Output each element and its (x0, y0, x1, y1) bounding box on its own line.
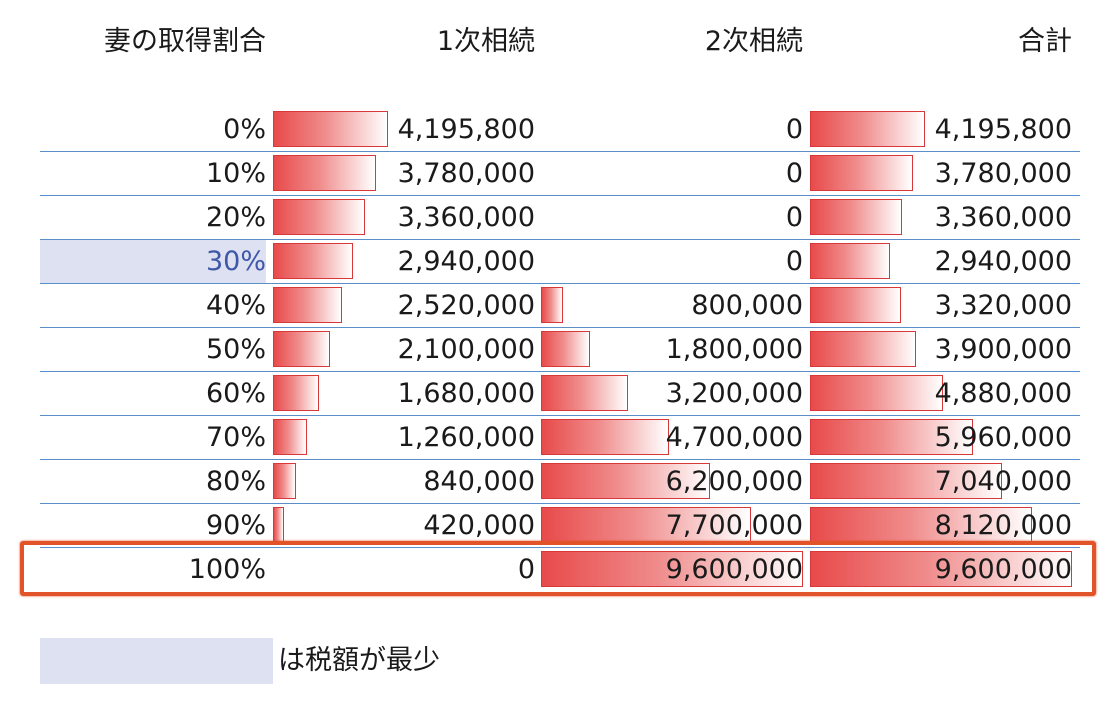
total-value-cell: 4,195,800 (934, 114, 1072, 145)
second-value-cell: 0 (785, 158, 803, 189)
table-row: 100% 0 9,600,000 9,600,000 (40, 548, 1080, 592)
second-value-cell: 3,200,000 (665, 378, 803, 409)
header-first-inheritance: 1次相続 (436, 26, 535, 57)
table-row: 90% 420,000 7,700,000 8,120,000 (40, 504, 1080, 548)
second-data-bar (541, 419, 669, 455)
row-separator (40, 415, 1080, 416)
total-value-cell: 7,040,000 (934, 466, 1072, 497)
table-row: 20% 3,360,000 0 3,360,000 (40, 196, 1080, 240)
total-value-cell: 4,880,000 (934, 378, 1072, 409)
ratio-cell: 80% (205, 466, 266, 497)
total-value-cell: 3,360,000 (934, 202, 1072, 233)
first-data-bar (273, 155, 376, 191)
first-data-bar (273, 375, 319, 411)
second-value-cell: 800,000 (691, 290, 803, 321)
table-row: 60% 1,680,000 3,200,000 4,880,000 (40, 372, 1080, 416)
ratio-cell: 20% (205, 202, 266, 233)
row-separator (40, 327, 1080, 328)
total-data-bar (810, 287, 901, 323)
row-separator (40, 459, 1080, 460)
ratio-cell: 100% (188, 554, 266, 585)
first-data-bar (273, 243, 353, 279)
table-row: 80% 840,000 6,200,000 7,040,000 (40, 460, 1080, 504)
first-data-bar (273, 331, 330, 367)
table-row: 70% 1,260,000 4,700,000 5,960,000 (40, 416, 1080, 460)
first-value-cell: 1,680,000 (397, 378, 535, 409)
first-value-cell: 0 (517, 554, 535, 585)
table-row: 40% 2,520,000 800,000 3,320,000 (40, 284, 1080, 328)
header-second-inheritance: 2次相続 (704, 26, 803, 57)
row-separator (40, 239, 1080, 240)
first-data-bar (273, 419, 307, 455)
second-value-cell: 9,600,000 (665, 554, 803, 585)
total-data-bar (810, 551, 1072, 587)
second-value-cell: 1,800,000 (665, 334, 803, 365)
table-row: 30% 2,940,000 0 2,940,000 (40, 240, 1080, 284)
total-value-cell: 8,120,000 (934, 510, 1072, 541)
total-data-bar (810, 419, 973, 455)
row-separator (40, 151, 1080, 152)
header-ratio: 妻の取得割合 (104, 26, 266, 57)
total-value-cell: 3,900,000 (934, 334, 1072, 365)
second-value-cell: 6,200,000 (665, 466, 803, 497)
ratio-cell: 60% (205, 378, 266, 409)
first-value-cell: 2,940,000 (397, 246, 535, 277)
second-value-cell: 7,700,000 (665, 510, 803, 541)
second-data-bar (541, 287, 563, 323)
ratio-cell: 0% (223, 114, 266, 145)
total-data-bar (810, 463, 1002, 499)
second-value-cell: 0 (785, 114, 803, 145)
first-value-cell: 4,195,800 (397, 114, 535, 145)
total-data-bar (810, 199, 902, 235)
first-data-bar (273, 287, 342, 323)
legend-text: は税額が最少 (278, 645, 440, 676)
total-value-cell: 5,960,000 (934, 422, 1072, 453)
second-value-cell: 0 (785, 246, 803, 277)
row-separator (40, 503, 1080, 504)
first-value-cell: 3,780,000 (397, 158, 535, 189)
ratio-cell: 10% (205, 158, 266, 189)
total-data-bar (810, 155, 913, 191)
ratio-cell: 90% (205, 510, 266, 541)
first-value-cell: 2,100,000 (397, 334, 535, 365)
first-value-cell: 840,000 (423, 466, 535, 497)
second-data-bar (541, 331, 590, 367)
row-separator (40, 371, 1080, 372)
second-data-bar (541, 375, 628, 411)
ratio-cell: 70% (205, 422, 266, 453)
legend-swatch (40, 638, 273, 684)
total-value-cell: 3,780,000 (934, 158, 1072, 189)
total-data-bar (810, 331, 916, 367)
total-value-cell: 2,940,000 (934, 246, 1072, 277)
total-value-cell: 9,600,000 (934, 554, 1072, 585)
second-value-cell: 4,700,000 (665, 422, 803, 453)
first-data-bar (273, 111, 388, 147)
ratio-cell: 30% (40, 240, 266, 284)
second-data-bar (541, 507, 751, 543)
first-value-cell: 3,360,000 (397, 202, 535, 233)
second-data-bar (541, 551, 803, 587)
table-row: 0% 4,195,800 0 4,195,800 (40, 108, 1080, 152)
total-data-bar (810, 111, 925, 147)
first-value-cell: 2,520,000 (397, 290, 535, 321)
total-data-bar (810, 375, 943, 411)
first-data-bar (273, 199, 365, 235)
first-value-cell: 420,000 (423, 510, 535, 541)
row-separator (40, 547, 1080, 548)
row-separator (40, 195, 1080, 196)
header-total: 合計 (1018, 26, 1072, 57)
table-row: 10% 3,780,000 0 3,780,000 (40, 152, 1080, 196)
first-value-cell: 1,260,000 (397, 422, 535, 453)
first-data-bar (273, 463, 296, 499)
ratio-cell: 40% (205, 290, 266, 321)
second-value-cell: 0 (785, 202, 803, 233)
table-row: 50% 2,100,000 1,800,000 3,900,000 (40, 328, 1080, 372)
total-value-cell: 3,320,000 (934, 290, 1072, 321)
row-separator (40, 283, 1080, 284)
total-data-bar (810, 243, 890, 279)
second-data-bar (541, 463, 710, 499)
ratio-cell: 50% (205, 334, 266, 365)
